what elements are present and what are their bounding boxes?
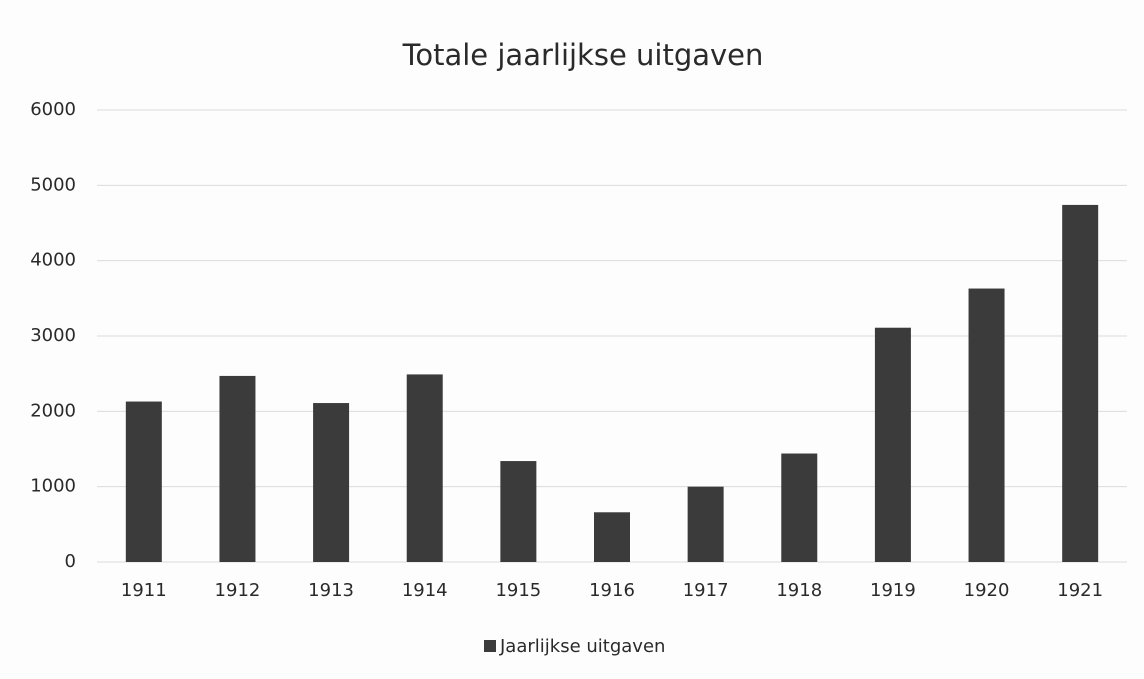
y-tick-label: 0 (65, 551, 76, 572)
bar (219, 375, 256, 562)
bar (1062, 204, 1099, 563)
y-tick-label: 5000 (30, 174, 76, 195)
bar (500, 461, 537, 562)
bar (687, 486, 724, 562)
x-tick-label: 1911 (121, 580, 167, 601)
x-tick-label: 1917 (683, 580, 729, 601)
bar (406, 374, 443, 562)
y-tick-label: 2000 (30, 400, 76, 421)
chart-title: Totale jaarlijkse uitgaven (402, 38, 764, 72)
y-tick-label: 6000 (30, 99, 76, 120)
x-tick-label: 1912 (215, 580, 261, 601)
bar (781, 453, 818, 562)
bar (125, 401, 162, 562)
bar (594, 512, 630, 562)
bar (874, 327, 911, 562)
x-tick-label: 1914 (402, 580, 448, 601)
bar (968, 288, 1005, 562)
legend-swatch (484, 640, 496, 652)
x-tick-label: 1920 (964, 580, 1010, 601)
y-tick-label: 3000 (30, 325, 76, 346)
legend-label: Jaarlijkse uitgaven (499, 636, 665, 657)
x-tick-label: 1916 (589, 580, 635, 601)
x-tick-label: 1913 (308, 580, 354, 601)
bar (313, 403, 350, 562)
y-tick-label: 1000 (30, 476, 76, 497)
x-tick-label: 1919 (870, 580, 916, 601)
x-tick-label: 1918 (776, 580, 822, 601)
x-tick-label: 1921 (1057, 580, 1103, 601)
y-tick-label: 4000 (30, 250, 76, 271)
x-tick-label: 1915 (495, 580, 541, 601)
